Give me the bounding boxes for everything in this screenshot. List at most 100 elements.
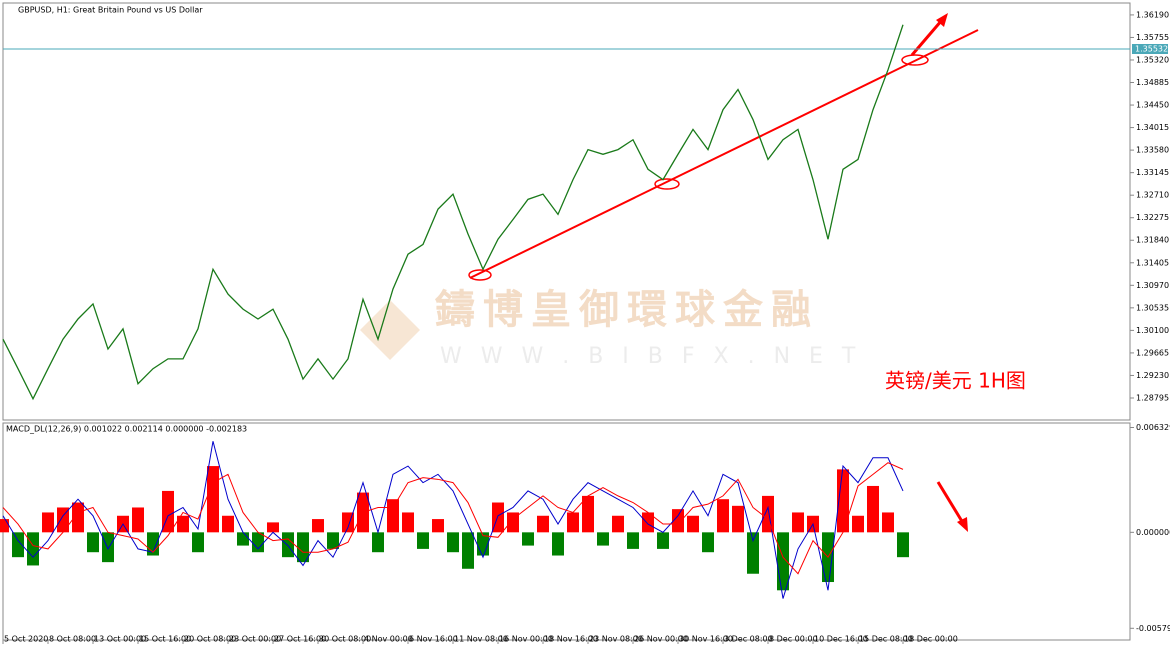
- y-tick-label: 1.32710: [1136, 191, 1169, 200]
- histogram-bar: [402, 512, 414, 533]
- histogram-bar: [372, 532, 384, 553]
- x-tick-label: 3 Dec 08:00: [724, 635, 773, 644]
- histogram-bar: [777, 532, 789, 591]
- y-tick-label: 1.29665: [1136, 348, 1169, 357]
- x-tick-label: 23 Oct 00:00: [229, 635, 281, 644]
- x-tick-label: 4 Nov 00:00: [364, 635, 413, 644]
- histogram-bar: [462, 532, 474, 569]
- histogram-bar: [717, 499, 729, 533]
- histogram-bar: [537, 515, 549, 533]
- y-tick-label: 1.36190: [1136, 10, 1169, 19]
- histogram-bar: [222, 515, 234, 533]
- histogram-bar: [507, 512, 519, 533]
- histogram-bar: [702, 532, 714, 553]
- histogram-bar: [837, 469, 849, 533]
- y-tick-label: 1.34015: [1136, 123, 1169, 132]
- histogram-bar: [192, 532, 204, 553]
- trend-circle: [468, 269, 492, 281]
- histogram-bar: [267, 522, 279, 533]
- histogram-bar: [582, 495, 594, 533]
- x-tick-label: 30 Nov 16:00: [679, 635, 733, 644]
- histogram-bar: [102, 532, 114, 563]
- histogram-bar: [447, 532, 459, 553]
- histogram-bar: [12, 532, 24, 558]
- y-tick-label: 1.30535: [1136, 303, 1169, 312]
- arrow-down: [936, 481, 965, 524]
- x-tick-label: 8 Dec 00:00: [769, 635, 818, 644]
- histogram-bar: [567, 512, 579, 533]
- x-tick-label: 13 Oct 00:00: [94, 635, 146, 644]
- y-tick-label: -0.005793: [1136, 624, 1170, 633]
- price-panel: [2, 2, 1131, 421]
- y-tick-label: 1.30100: [1136, 326, 1169, 335]
- y-tick-label: 1.30970: [1136, 281, 1169, 290]
- histogram-bar: [852, 515, 864, 533]
- y-tick-label: 1.31405: [1136, 258, 1169, 267]
- watermark-url: W W W . B I B F X . N E T: [440, 344, 861, 369]
- histogram-bar: [387, 499, 399, 533]
- histogram-bar: [72, 502, 84, 533]
- x-tick-label: 10 Dec 16:00: [814, 635, 868, 644]
- histogram-bar: [687, 515, 699, 533]
- x-tick-label: 5 Oct 2020: [4, 635, 48, 644]
- x-tick-label: 23 Nov 08:00: [589, 635, 643, 644]
- x-tick-label: 30 Oct 08:00: [319, 635, 371, 644]
- arrow-head: [936, 13, 948, 27]
- y-tick-label: 1.31840: [1136, 236, 1169, 245]
- histogram-bar: [522, 532, 534, 546]
- histogram-bar: [792, 512, 804, 533]
- histogram-bar: [882, 512, 894, 533]
- histogram-bar: [132, 507, 144, 533]
- y-tick-label: 1.28795: [1136, 393, 1169, 402]
- histogram-bar: [417, 532, 429, 549]
- histogram-bar: [42, 512, 54, 533]
- histogram-bar: [867, 485, 879, 533]
- annotation: 英镑/美元 1H图: [885, 369, 1026, 393]
- x-tick-label: 6 Nov 16:00: [409, 635, 458, 644]
- histogram-bar: [237, 532, 249, 546]
- x-tick-label: 26 Nov 00:00: [634, 635, 688, 644]
- trend-circle: [654, 178, 680, 190]
- arrow-head: [957, 517, 968, 532]
- histogram-bar: [747, 532, 759, 574]
- histogram-bar: [897, 532, 909, 558]
- y-tick-label: 1.34450: [1136, 101, 1169, 110]
- x-tick-label: 11 Nov 08:00: [454, 635, 508, 644]
- current-price-label: 1.35532: [1135, 44, 1168, 53]
- histogram-bar: [597, 532, 609, 546]
- current-price-box: [1132, 43, 1168, 54]
- histogram-bar: [87, 532, 99, 553]
- y-tick-label: 1.33580: [1136, 146, 1169, 155]
- histogram-bar: [552, 532, 564, 556]
- y-tick-label: 1.33145: [1136, 168, 1169, 177]
- histogram-bar: [312, 519, 324, 533]
- histogram-bar: [252, 532, 264, 553]
- y-tick-label: 1.35320: [1136, 55, 1169, 64]
- y-tick-label: 1.32275: [1136, 213, 1169, 222]
- macd-title: MACD_DL(12,26,9) 0.001022 0.002114 0.000…: [6, 425, 247, 434]
- histogram-bar: [177, 515, 189, 533]
- watermark-logo: [360, 300, 420, 360]
- histogram-bar: [297, 532, 309, 563]
- x-tick-label: 16 Nov 00:00: [499, 635, 553, 644]
- histogram-bar: [432, 519, 444, 533]
- histogram-bar: [642, 512, 654, 533]
- histogram-bar: [657, 532, 669, 549]
- histogram-bar: [762, 495, 774, 533]
- trend-circle: [901, 54, 929, 66]
- x-tick-label: 8 Oct 08:00: [49, 635, 96, 644]
- x-tick-label: 15 Oct 16:00: [139, 635, 191, 644]
- x-tick-label: 27 Oct 16:00: [274, 635, 326, 644]
- histogram-bar: [627, 532, 639, 549]
- y-tick-label: 0.000000: [1136, 528, 1170, 537]
- x-tick-label: 18 Nov 16:00: [544, 635, 598, 644]
- chart-title: GBPUSD, H1: Great Britain Pound vs US Do…: [18, 6, 203, 15]
- x-tick-label: 18 Dec 00:00: [904, 635, 958, 644]
- x-tick-label: 20 Oct 08:00: [184, 635, 236, 644]
- histogram-bar: [27, 532, 39, 566]
- y-tick-label: 1.29230: [1136, 371, 1169, 380]
- histogram-bar: [327, 532, 339, 549]
- histogram-bar: [282, 532, 294, 558]
